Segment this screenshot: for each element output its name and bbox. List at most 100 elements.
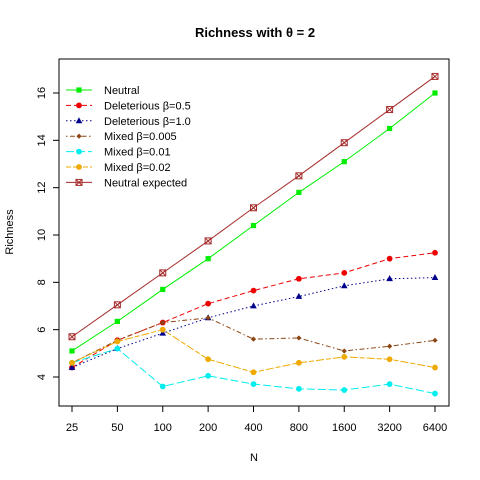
data-point <box>295 292 303 299</box>
data-point <box>341 159 347 165</box>
data-point <box>295 275 302 282</box>
data-point <box>205 372 212 379</box>
y-tick-label: 4 <box>36 374 48 380</box>
data-point <box>205 356 212 363</box>
data-point <box>341 387 348 393</box>
data-point <box>432 390 438 397</box>
x-tick-label: 400 <box>244 422 262 434</box>
data-point <box>386 255 393 262</box>
legend-marker <box>75 178 83 186</box>
data-point <box>250 381 257 387</box>
data-point <box>250 222 257 229</box>
data-point <box>386 381 393 387</box>
data-point <box>159 269 167 277</box>
data-point <box>113 301 121 309</box>
data-point <box>295 385 302 392</box>
data-point <box>295 172 303 180</box>
y-tick-label: 8 <box>36 279 48 285</box>
y-tick-label: 16 <box>36 87 48 99</box>
data-point <box>296 335 302 341</box>
data-point <box>114 338 121 345</box>
legend-marker <box>76 87 82 93</box>
data-point <box>160 319 166 326</box>
series-line <box>71 317 436 364</box>
data-point <box>432 249 438 256</box>
legend-marker <box>75 117 83 124</box>
series-line <box>71 277 436 368</box>
legend-marker <box>76 133 82 139</box>
legend-label: Mixed β=0.005 <box>104 131 177 143</box>
data-point <box>341 353 348 360</box>
data-point <box>386 106 394 114</box>
data-point <box>205 300 212 307</box>
data-point <box>205 315 211 321</box>
legend-label: Deleterious β=1.0 <box>104 116 191 128</box>
legend-item: Deleterious β=0.5 <box>66 100 191 112</box>
data-point <box>340 282 348 289</box>
legend-label: Neutral expected <box>104 177 187 189</box>
legend-marker <box>76 102 82 109</box>
data-point <box>68 333 76 341</box>
data-point <box>387 343 393 349</box>
x-tick-label: 100 <box>154 422 172 434</box>
legend-label: Deleterious β=0.5 <box>104 100 191 112</box>
legend: Neutral Deleterious β=0.5 Deleterious β=1.… <box>66 85 191 189</box>
series-neutral-expected <box>68 72 439 341</box>
data-point <box>341 348 347 354</box>
data-point <box>341 269 348 276</box>
data-point <box>250 336 257 342</box>
data-point <box>295 359 302 366</box>
y-tick-label: 14 <box>36 134 48 146</box>
data-point <box>204 237 212 245</box>
data-point <box>250 369 257 376</box>
x-tick-label: 25 <box>66 422 78 434</box>
data-point <box>340 139 348 147</box>
y-tick-label: 12 <box>36 182 48 194</box>
legend-label: Mixed β=0.01 <box>104 147 171 159</box>
data-point <box>159 326 166 333</box>
legend-marker <box>76 148 82 155</box>
legend-label: Neutral <box>104 85 139 97</box>
legend-item: Mixed β=0.005 <box>66 131 177 143</box>
series-line <box>71 252 436 368</box>
data-point <box>386 356 393 363</box>
data-point <box>69 359 75 366</box>
legend-item: Mixed β=0.02 <box>66 162 171 174</box>
data-point <box>387 125 393 132</box>
legend-label: Mixed β=0.02 <box>104 162 171 174</box>
x-axis-label: N <box>250 452 258 464</box>
chart-title: Richness with θ = 2 <box>195 25 315 40</box>
x-tick-label: 6400 <box>423 422 447 434</box>
data-point <box>69 348 75 354</box>
y-tick-label: 10 <box>36 229 48 241</box>
data-point <box>386 275 393 282</box>
x-axis: 25 50 100 200 400 800 1600 3200 6400 <box>66 405 447 434</box>
data-point <box>432 90 438 96</box>
legend-item: Mixed β=0.01 <box>66 147 171 159</box>
data-point <box>250 287 257 294</box>
series-layer <box>68 72 439 397</box>
data-point <box>432 337 438 343</box>
legend-marker <box>76 164 82 170</box>
data-point <box>250 204 257 212</box>
legend-item: Deleterious β=1.0 <box>66 116 191 128</box>
x-tick-label: 200 <box>199 422 217 434</box>
data-point <box>296 189 302 195</box>
data-point <box>250 302 257 309</box>
y-tick-label: 6 <box>36 327 48 333</box>
data-point <box>160 286 166 293</box>
legend-item: Neutral expected <box>66 177 187 189</box>
x-tick-label: 800 <box>290 422 308 434</box>
x-tick-label: 3200 <box>377 422 401 434</box>
data-point <box>431 72 439 80</box>
data-point <box>205 256 211 262</box>
y-axis-label: Richness <box>4 209 16 255</box>
y-axis: 4 6 8 10 12 14 16 <box>36 87 60 380</box>
data-point <box>159 329 167 336</box>
legend-item: Neutral <box>66 85 139 97</box>
data-point <box>431 274 439 280</box>
data-point <box>159 383 166 390</box>
data-point <box>68 363 76 370</box>
series-mixed-0-01 <box>69 345 438 397</box>
